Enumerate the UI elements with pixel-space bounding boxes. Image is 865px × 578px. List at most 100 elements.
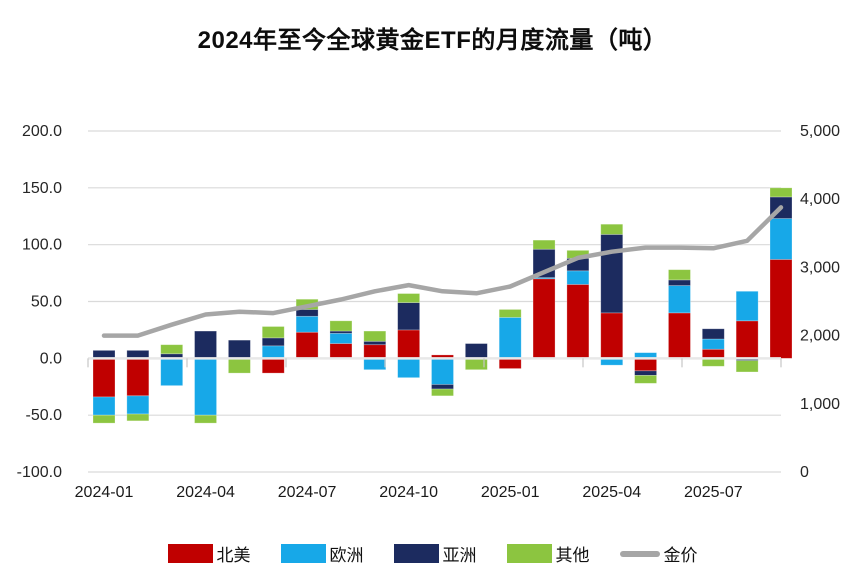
bar-segment-北美 [600,312,624,359]
bar-segment-亚洲 [431,384,454,390]
bar-segment-其他 [329,320,353,332]
bar-segment-亚洲 [194,330,217,359]
x-axis-label: 2025-07 [684,484,743,501]
bar-segment-其他 [397,293,421,304]
legend-item-asia: 亚洲 [393,541,477,566]
legend-label: 亚洲 [442,546,477,565]
x-axis-label: 2024-10 [379,484,438,501]
bar-segment-欧洲 [668,285,691,314]
legend-item-north-america: 北美 [167,541,251,566]
legend-label: 其他 [555,546,590,565]
right-axis-tick-label: 5,000 [800,123,840,140]
bar-segment-欧洲 [397,357,421,379]
bar-segment-亚洲 [397,302,421,331]
x-axis-label: 2024-07 [278,484,337,501]
other-swatch [506,544,552,563]
left-axis-tick-label: 200.0 [22,123,62,140]
chart-title: 2024年至今全球黄金ETF的月度流量（吨） [197,27,668,54]
bar-segment-其他 [735,360,759,373]
legend-label: 欧洲 [329,546,364,565]
x-axis-label: 2025-01 [481,484,540,501]
europe-swatch [280,544,326,563]
left-axis-tick-label: 100.0 [22,237,62,254]
bar-segment-其他 [194,414,217,424]
bar-segment-北美 [329,343,353,359]
bar-segment-欧洲 [701,338,725,350]
x-axis-label: 2024-04 [176,484,235,501]
left-axis-tick-label: 150.0 [22,180,62,197]
bar-segment-其他 [634,375,657,384]
x-axis-label: 2024-01 [75,484,134,501]
bar-segment-北美 [701,348,725,359]
bar-segment-其他 [668,269,691,281]
legend-item-europe: 欧洲 [280,541,364,566]
bar-segment-其他 [498,309,522,318]
bar-segment-其他 [532,239,556,250]
left-axis-tick-label: -50.0 [26,407,63,424]
gold-price-line [101,205,784,338]
right-axis-tick-label: 3,000 [800,259,840,276]
bar-segment-北美 [498,357,522,369]
north-america-swatch [167,544,213,563]
bar-segment-欧洲 [126,395,150,415]
bar-segment-北美 [735,320,759,359]
bar-segment-北美 [634,357,657,372]
bar-segment-欧洲 [566,270,590,285]
bar-segment-其他 [228,357,251,374]
bar-segment-亚洲 [600,234,624,314]
asia-swatch [393,544,439,563]
bar-segment-北美 [261,357,285,374]
x-axis-label: 2025-04 [582,484,641,501]
bar-segment-北美 [566,284,590,359]
left-axis-tick-label: -100.0 [17,464,62,481]
legend-item-gold-price: 金价 [619,541,698,566]
bar-segment-北美 [363,344,387,359]
bar-segment-亚洲 [295,309,319,317]
bar-segment-欧洲 [92,396,116,416]
bar-segment-其他 [769,187,793,198]
bar-segment-北美 [397,329,421,359]
bar-segment-其他 [126,413,150,422]
right-axis-tick-label: 4,000 [800,191,840,208]
bar-segment-欧洲 [735,290,759,322]
legend-label: 北美 [216,546,251,565]
bar-segment-北美 [532,278,556,359]
bar-segment-欧洲 [363,357,387,371]
bar-segment-北美 [92,357,116,398]
bar-segment-欧洲 [329,332,353,344]
bar-segment-欧洲 [498,317,522,359]
bar-segment-亚洲 [261,337,285,347]
bar-segment-其他 [431,388,454,397]
bar-segment-其他 [363,330,387,342]
bar-segment-北美 [126,357,150,397]
legend-label: 金价 [663,546,698,565]
gold-price-line-swatch [619,550,660,557]
bar-segment-其他 [261,326,285,339]
right-axis-tick-label: 2,000 [800,328,840,345]
left-axis-tick-label: 50.0 [31,294,62,311]
bar-segment-亚洲 [634,370,657,376]
bar-segment-亚洲 [228,339,251,359]
bar-segment-欧洲 [769,218,793,260]
left-axis-tick-label: 0.0 [40,350,62,367]
bar-segment-欧洲 [295,315,319,333]
bar-segment-其他 [92,414,116,424]
bar-segment-亚洲 [363,340,387,346]
bar-segment-北美 [295,331,319,359]
bar-segment-亚洲 [464,343,488,359]
right-axis-tick-label: 0 [800,464,809,481]
bar-segment-亚洲 [668,279,691,286]
bar-segment-北美 [668,312,691,359]
bar-segment-北美 [769,259,793,359]
bar-segment-亚洲 [701,328,725,340]
bar-segment-欧洲 [194,357,217,416]
bar-segment-欧洲 [160,357,184,386]
bar-segment-其他 [600,223,624,235]
bar-segment-其他 [160,344,184,355]
legend: 北美 欧洲 亚洲 其他 金价 [0,541,865,566]
right-axis-tick-label: 1,000 [800,396,840,413]
bar-segment-欧洲 [261,345,285,359]
bar-segment-欧洲 [431,357,454,385]
